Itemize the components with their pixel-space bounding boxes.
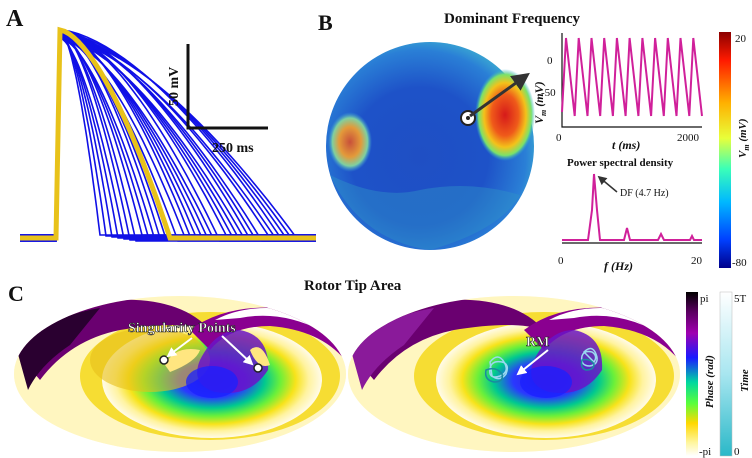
colorbar-phase-max: pi: [700, 293, 709, 305]
voltage-trace-path: [561, 37, 703, 117]
psd-xtick-20: 20: [691, 255, 703, 267]
action-potential-traces: [20, 26, 316, 242]
ap-trace: [20, 37, 316, 241]
scale-bar: 50 mV 250 ms: [167, 44, 268, 156]
voltage-trace-line: [561, 37, 703, 117]
sphere: [326, 42, 535, 250]
rotor-meander-left: [484, 356, 509, 383]
voltage-trace-plot: Vm (mV) 0 -50 0 2000 t (ms): [532, 33, 703, 152]
voltage-trace-ytick-0: 0: [547, 55, 553, 67]
psd-annotation: DF (4.7 Hz): [620, 188, 669, 199]
phase-map-left: Singularity Points: [14, 296, 346, 452]
scale-bar-time-label: 250 ms: [212, 141, 254, 156]
scale-bar-voltage-label: 50 mV: [167, 67, 182, 106]
colorbar-time-label: Time: [739, 369, 751, 392]
phase-map-right: RM: [348, 296, 680, 452]
ap-trace: [20, 36, 316, 238]
voltage-trace-ylabel: Vm (mV): [532, 81, 548, 124]
singularity-label: Singularity Points: [128, 321, 236, 336]
colorbar-phase-min: -pi: [699, 446, 711, 458]
ap-trace: [20, 33, 316, 239]
colorbar-time: 5T 0 Time: [719, 291, 751, 458]
panel-c-letter: C: [8, 281, 24, 306]
ap-trace: [20, 36, 316, 240]
ap-trace: [20, 33, 316, 240]
ap-trace-highlight: [20, 26, 316, 241]
psd-xtick-0: 0: [558, 255, 564, 267]
panel-c-title: Rotor Tip Area: [304, 278, 402, 294]
ap-trace: [20, 29, 316, 242]
panel-b-letter: B: [318, 10, 333, 35]
panel-a-letter: A: [6, 6, 24, 32]
voltage-trace-xtick-2000: 2000: [677, 132, 700, 144]
voltage-trace-xlabel: t (ms): [612, 138, 640, 152]
rm-label: RM: [526, 335, 549, 350]
psd-xlabel: f (Hz): [604, 259, 633, 273]
psd-title: Power spectral density: [567, 157, 674, 169]
rotor-meander-right: [580, 347, 598, 371]
panel-b-title: Dominant Frequency: [444, 11, 580, 27]
colorbar-phase-label: Phase (rad): [704, 355, 716, 408]
ap-trace: [20, 32, 316, 238]
colorbar-phase: pi -pi Phase (rad): [686, 292, 716, 458]
ap-trace: [20, 37, 316, 236]
ap-trace: [20, 35, 316, 238]
colorbar-voltage-label: Vm (mV): [737, 118, 751, 158]
ap-trace: [20, 34, 316, 239]
ap-trace: [20, 35, 316, 241]
voltage-trace-xtick-0: 0: [556, 132, 562, 144]
voltage-trace-ytick-neg50: -50: [541, 87, 556, 99]
colorbar-voltage-min: -80: [732, 257, 747, 269]
ap-trace: [20, 31, 316, 241]
ap-trace: [20, 35, 316, 240]
colorbar-time-max: 5T: [734, 293, 747, 305]
psd-line: [562, 173, 702, 241]
colorbar-voltage-max: 20: [735, 33, 747, 45]
ap-trace: [20, 32, 316, 241]
ap-trace: [20, 30, 316, 240]
colorbar-voltage: 20 -80 Vm (mV): [719, 32, 751, 269]
psd-plot: Power spectral density DF (4.7 Hz) 0 f (…: [558, 157, 703, 273]
colorbar-time-min: 0: [734, 446, 740, 458]
